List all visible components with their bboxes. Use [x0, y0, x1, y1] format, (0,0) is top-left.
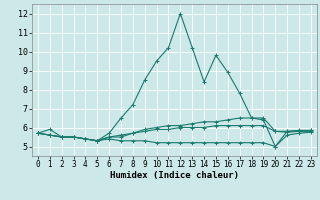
X-axis label: Humidex (Indice chaleur): Humidex (Indice chaleur) — [110, 171, 239, 180]
